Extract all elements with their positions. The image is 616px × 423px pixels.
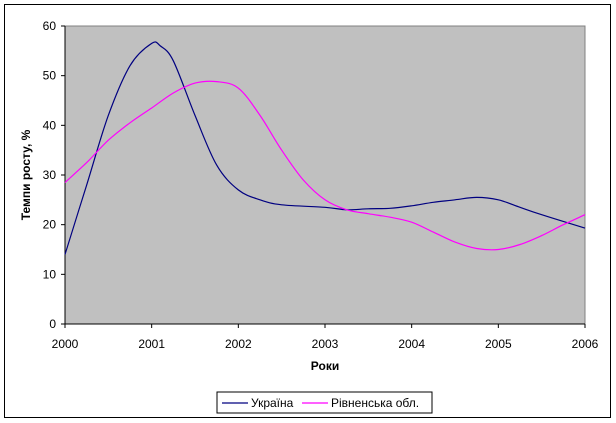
y-tick-label: 0	[49, 317, 56, 331]
x-tick-label: 2000	[52, 337, 79, 351]
series-line-ukraine	[64, 41, 586, 255]
x-tick-label: 2005	[485, 337, 512, 351]
legend: Україна Рівненська обл.	[216, 391, 433, 414]
plot-area	[64, 25, 586, 325]
legend-label-rivne: Рівненська обл.	[331, 396, 419, 410]
series-line-rivne	[64, 80, 586, 251]
legend-label-ukraine: Україна	[251, 396, 294, 410]
x-axis-title: Роки	[311, 359, 339, 373]
y-tick-label: 40	[43, 118, 57, 132]
x-tick-label: 2004	[398, 337, 425, 351]
y-axis: 0 10 20 30 40 50 60	[43, 19, 66, 331]
y-tick-label: 20	[43, 218, 57, 232]
y-tick-label: 50	[43, 69, 57, 83]
x-tick-label: 2002	[225, 337, 252, 351]
x-tick-label: 2001	[138, 337, 165, 351]
y-tick-label: 60	[43, 19, 57, 33]
y-tick-label: 30	[43, 168, 57, 182]
series-layer	[64, 41, 586, 255]
x-axis: 2000 2001 2002 2003 2004 2005 2006	[52, 323, 599, 351]
y-axis-title: Темпи росту, %	[19, 129, 33, 220]
y-tick-label: 10	[43, 267, 57, 281]
x-tick-label: 2003	[312, 337, 339, 351]
x-tick-label: 2006	[572, 337, 599, 351]
